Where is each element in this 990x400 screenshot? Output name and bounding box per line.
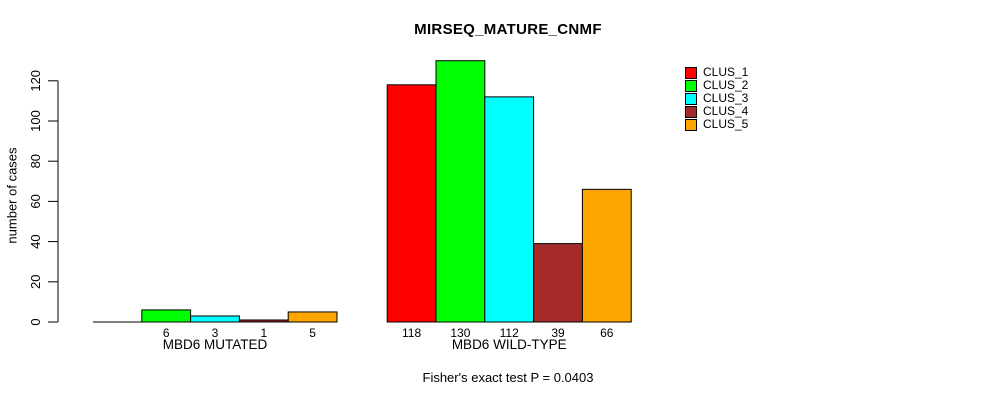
y-axis-tick-label: 100: [28, 110, 43, 132]
bar-value-label: 118: [402, 326, 421, 340]
legend: CLUS_1 CLUS_2 CLUS_3 CLUS_4 CLUS_5: [685, 66, 748, 131]
bar-value-label: 112: [500, 326, 519, 340]
bar-value-label: 1: [260, 326, 267, 340]
y-axis-tick-label: 40: [28, 234, 43, 248]
bar-CLUS_3-mbd6-wild-type: [484, 96, 535, 323]
legend-swatch-CLUS_3: [685, 92, 697, 105]
legend-item-CLUS_2: CLUS_2: [685, 79, 748, 92]
bar-CLUS_1-mbd6-wild-type: [386, 84, 437, 323]
bar-CLUS_4-mbd6-wild-type: [533, 243, 583, 323]
bar-CLUS_3-mbd6-mutated: [190, 315, 240, 323]
bar-CLUS_5-mbd6-mutated: [287, 311, 338, 323]
legend-label: CLUS_5: [703, 117, 749, 131]
footer-annotation: Fisher's exact test P = 0.0403: [422, 370, 594, 385]
legend-swatch-CLUS_2: [685, 79, 697, 92]
bar-value-label: 3: [212, 326, 219, 340]
legend-label: CLUS_4: [703, 104, 749, 118]
legend-label: CLUS_1: [703, 65, 749, 79]
bar-CLUS_4-mbd6-mutated: [238, 319, 289, 323]
legend-swatch-CLUS_1: [685, 66, 697, 79]
bar-CLUS_2-mbd6-wild-type: [435, 60, 486, 323]
bar-value-label: 130: [450, 326, 470, 340]
bar-value-label: 6: [163, 326, 170, 340]
y-axis-tick-label: 120: [28, 70, 43, 92]
y-axis-tick-label: 0: [28, 318, 43, 325]
y-axis-tick-label: 60: [28, 194, 43, 208]
legend-item-CLUS_5: CLUS_5: [685, 118, 748, 131]
chart-title: MIRSEQ_MATURE_CNMF: [414, 21, 602, 38]
legend-label: CLUS_2: [703, 78, 749, 92]
y-axis-tick-label: 80: [28, 154, 43, 168]
legend-swatch-CLUS_5: [685, 118, 697, 131]
x-group-label: MBD6 WILD-TYPE: [452, 337, 567, 352]
bar-value-label: 66: [600, 326, 614, 340]
legend-item-CLUS_4: CLUS_4: [685, 105, 748, 118]
legend-swatch-CLUS_4: [685, 105, 697, 118]
bar-CLUS_5-mbd6-wild-type: [581, 188, 632, 323]
bar-value-label: 5: [309, 326, 316, 340]
legend-label: CLUS_3: [703, 91, 749, 105]
bar-CLUS_2-mbd6-mutated: [141, 309, 192, 323]
legend-item-CLUS_1: CLUS_1: [685, 66, 748, 79]
y-axis-tick-label: 20: [28, 275, 43, 289]
x-group-label: MBD6 MUTATED: [163, 337, 268, 352]
legend-item-CLUS_3: CLUS_3: [685, 92, 748, 105]
bar-value-label: 39: [551, 326, 565, 340]
